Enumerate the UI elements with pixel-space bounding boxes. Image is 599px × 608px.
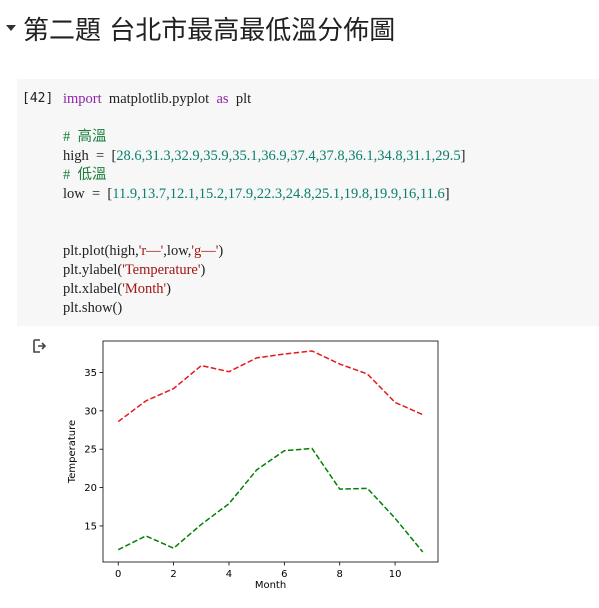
x-tick-label: 2	[170, 569, 176, 580]
series-line-1	[117, 447, 424, 553]
code-token: ]	[444, 186, 450, 202]
code-line	[63, 204, 466, 223]
code-token: 'Temperature'	[122, 262, 201, 278]
x-tick-label: 8	[337, 569, 343, 580]
series-line-0	[117, 350, 424, 423]
code-token: )	[200, 262, 206, 278]
code-line	[63, 109, 466, 128]
code-token: matplotlib.pyplot	[101, 91, 217, 107]
x-axis-label: Month	[255, 580, 286, 591]
code-token: )	[218, 243, 224, 259]
code-token: # 低溫	[63, 167, 107, 183]
code-token: # 高溫	[63, 129, 107, 145]
code-token: ,low,	[163, 243, 192, 259]
code-token: low = [	[63, 186, 113, 202]
x-tick-label: 4	[226, 569, 232, 580]
code-token: as	[216, 91, 229, 107]
code-token: plt	[228, 91, 252, 107]
code-token: ]	[460, 148, 466, 164]
code-token: plt.plot(high,	[63, 243, 139, 259]
execution-count: [42]	[22, 91, 54, 106]
x-tick-label: 6	[281, 569, 287, 580]
code-line: # 高溫	[63, 128, 466, 147]
code-line: plt.ylabel('Temperature')	[63, 261, 466, 280]
code-token: plt.xlabel(	[63, 281, 123, 297]
code-token: plt.show()	[63, 300, 123, 316]
section-title: 第二題 台北市最高最低溫分佈圖	[23, 15, 396, 46]
y-tick-label: 15	[84, 521, 97, 532]
code-line: low = [11.9,13.7,12.1,15.2,17.9,22.3,24.…	[63, 185, 466, 204]
code-token: 'g—'	[191, 243, 219, 259]
code-line	[63, 223, 466, 242]
code-token: 11.9,13.7,12.1,15.2,17.9,22.3,24.8,25.1,…	[112, 186, 445, 202]
y-tick-label: 35	[84, 368, 97, 379]
y-axis-label: Temperature	[67, 420, 78, 484]
temperature-chart: 15 20 25 30 35 0 2 4 6 8 10 Month Temperature	[67, 340, 439, 591]
code-line: plt.xlabel('Month')	[63, 280, 466, 299]
y-tick-label: 30	[84, 406, 97, 417]
code-token: 'Month'	[122, 281, 167, 297]
y-tick-label: 20	[84, 483, 97, 494]
y-tick-label: 25	[84, 445, 97, 456]
code-line: high = [28.6,31.3,32.9,35.9,35.1,36.9,37…	[63, 147, 466, 166]
code-line: plt.plot(high,'r—',low,'g—')	[63, 242, 466, 261]
x-tick-label: 0	[115, 569, 121, 580]
code-token: )	[166, 281, 171, 297]
section-heading: 第二題 台北市最高最低溫分佈圖	[0, 8, 395, 48]
code-cell[interactable]: [42] import matplotlib.pyplot as plt # 高…	[17, 79, 599, 326]
code-editor[interactable]: import matplotlib.pyplot as plt # 高溫 high…	[63, 90, 466, 318]
code-line: plt.show()	[63, 299, 466, 318]
code-token: high = [	[63, 148, 117, 164]
x-tick-label: 10	[389, 569, 402, 580]
code-line: # 低溫	[63, 166, 466, 185]
collapse-caret-icon[interactable]	[0, 17, 22, 39]
code-token: 'r—'	[138, 243, 164, 259]
code-token: 28.6,31.3,32.9,35.9,35.1,36.9,37.4,37.8,…	[116, 148, 461, 164]
code-token: import	[63, 91, 102, 107]
code-token: plt.ylabel(	[63, 262, 123, 278]
output-arrow-icon[interactable]	[31, 338, 47, 354]
code-line: import matplotlib.pyplot as plt	[63, 90, 466, 109]
plot-frame	[102, 340, 439, 563]
